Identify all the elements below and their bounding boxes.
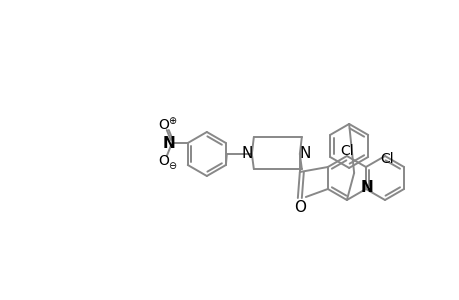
Text: Cl: Cl [340,144,353,158]
Text: O: O [158,154,169,168]
Text: ⊕: ⊕ [168,116,175,126]
Text: O: O [158,118,169,132]
Text: N: N [360,179,373,194]
Text: N: N [162,136,175,151]
Text: Cl: Cl [380,152,393,166]
Text: O: O [293,200,305,215]
Text: N: N [298,146,310,161]
Text: ⊖: ⊖ [168,161,175,171]
Text: N: N [241,146,252,161]
